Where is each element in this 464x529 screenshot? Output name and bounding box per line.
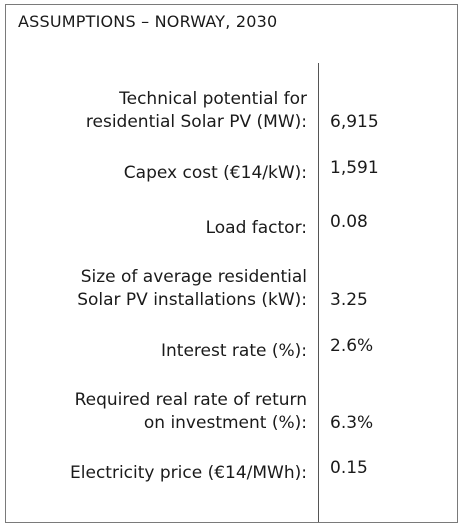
value-interest-rate: 2.6% bbox=[330, 336, 374, 356]
label-rate-of-return: Required real rate of return on investme… bbox=[74, 390, 307, 433]
label-electricity-price: Electricity price (€14/MWh): bbox=[70, 463, 307, 483]
label-capex-cost: Capex cost (€14/kW): bbox=[123, 163, 307, 183]
value-capex-cost: 1,591 bbox=[330, 158, 379, 178]
label-installation-size: Size of average residential Solar PV ins… bbox=[77, 267, 307, 310]
value-load-factor: 0.08 bbox=[330, 212, 368, 232]
value-rate-of-return: 6.3% bbox=[330, 413, 374, 433]
assumptions-panel: ASSUMPTIONS – NORWAY, 2030 Technical pot… bbox=[5, 4, 458, 523]
label-load-factor: Load factor: bbox=[205, 218, 307, 238]
value-installation-size: 3.25 bbox=[330, 290, 368, 310]
label-interest-rate: Interest rate (%): bbox=[161, 341, 307, 361]
value-electricity-price: 0.15 bbox=[330, 458, 368, 478]
panel-title: ASSUMPTIONS – NORWAY, 2030 bbox=[18, 12, 278, 31]
value-technical-potential: 6,915 bbox=[330, 112, 379, 132]
column-divider bbox=[318, 63, 319, 522]
label-technical-potential: Technical potential for residential Sola… bbox=[85, 89, 307, 132]
